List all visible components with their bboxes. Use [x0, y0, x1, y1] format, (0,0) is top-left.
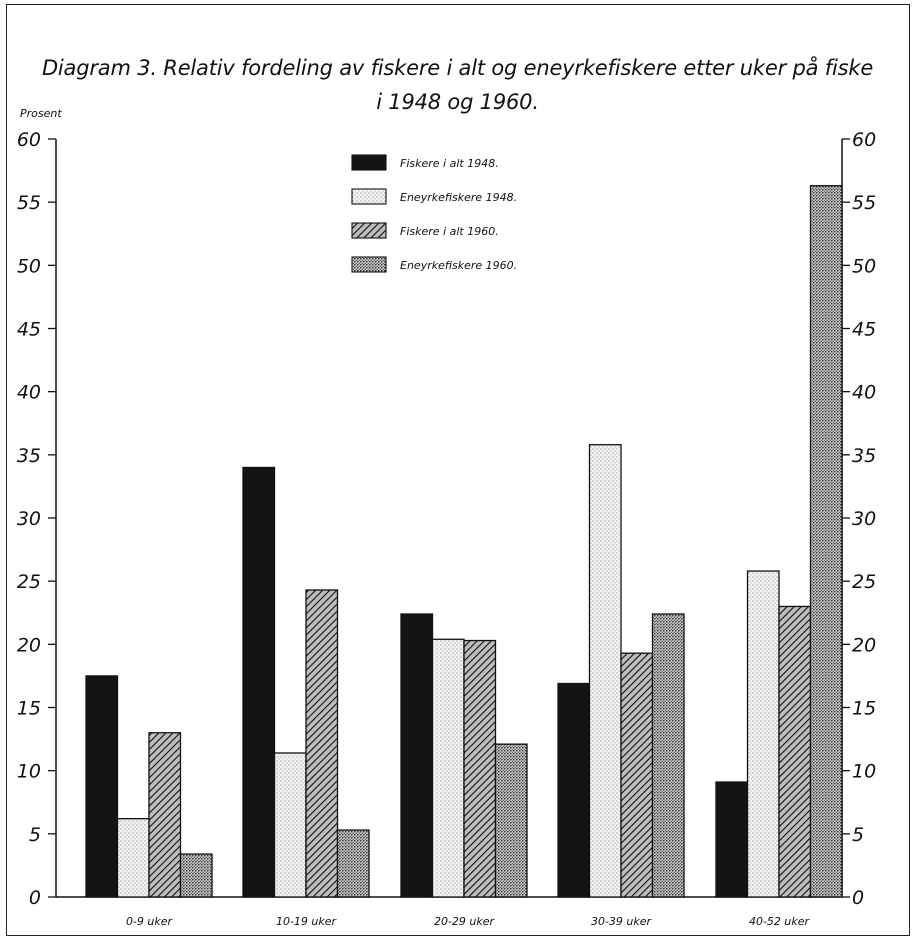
bar-1-3 — [400, 613, 434, 898]
bar-1-2 — [242, 466, 276, 898]
legend-swatch-2 — [351, 188, 387, 205]
y-tick-label-left-30: 30 — [17, 508, 41, 530]
y-tick-label-right-20: 20 — [852, 634, 876, 656]
y-tick-label-left-5: 5 — [29, 824, 41, 846]
bar-3-2 — [305, 589, 339, 898]
y-axis-label: Prosent — [20, 107, 62, 120]
y-tick-label-left-10: 10 — [17, 761, 41, 783]
y-tick-label-right-35: 35 — [852, 445, 876, 467]
category-label-4: 30-39 uker — [591, 915, 653, 928]
y-tick-label-right-55: 55 — [852, 192, 876, 214]
y-tick-label-right-30: 30 — [852, 508, 876, 530]
y-tick-label-left-0: 0 — [29, 887, 41, 909]
category-label-3: 20-29 uker — [434, 915, 496, 928]
y-tick-label-right-0: 0 — [852, 887, 864, 909]
y-tick-label-right-45: 45 — [852, 319, 876, 341]
bar-4-1 — [179, 853, 213, 898]
y-tick-label-left-55: 55 — [17, 192, 41, 214]
legend-swatch-1 — [351, 154, 387, 171]
legend-swatch-3 — [351, 222, 387, 239]
y-tick-label-right-15: 15 — [852, 698, 876, 720]
category-label-2: 10-19 uker — [276, 915, 338, 928]
bar-3-4 — [620, 652, 654, 898]
chart-frame — [6, 4, 910, 936]
y-tick-label-left-35: 35 — [17, 445, 41, 467]
y-tick-label-left-45: 45 — [17, 319, 41, 341]
y-tick-label-left-20: 20 — [17, 634, 41, 656]
bar-3-1 — [148, 732, 182, 898]
bar-2-4 — [588, 444, 622, 898]
y-tick-label-left-25: 25 — [17, 571, 41, 593]
y-tick-label-right-5: 5 — [852, 824, 864, 846]
bar-1-5 — [715, 781, 749, 898]
bar-4-4 — [651, 613, 685, 898]
y-tick-label-right-60: 60 — [852, 129, 876, 151]
category-labels: 0-9 uker 10-19 uker 20-29 uker 30-39 uker 40… — [126, 915, 811, 928]
bar-2-5 — [746, 570, 780, 898]
category-label-1: 0-9 uker — [126, 915, 174, 928]
y-tick-label-right-40: 40 — [852, 382, 876, 404]
bar-1-1 — [85, 675, 119, 898]
bar-4-5 — [809, 185, 843, 898]
y-tick-label-right-50: 50 — [852, 255, 876, 277]
y-tick-label-right-10: 10 — [852, 761, 876, 783]
bar-2-2 — [273, 752, 307, 898]
y-tick-label-left-60: 60 — [17, 129, 41, 151]
legend-label-2: Eneyrkefiskere 1948. — [400, 191, 517, 204]
category-label-5: 40-52 uker — [749, 915, 811, 928]
legend-label-1: Fiskere i alt 1948. — [400, 157, 499, 170]
legend-label-4: Eneyrkefiskere 1960. — [400, 259, 517, 272]
y-tick-label-left-40: 40 — [17, 382, 41, 404]
bar-3-3 — [463, 639, 497, 898]
chart-title-line-2: i 1948 og 1960. — [376, 90, 539, 114]
y-tick-label-left-50: 50 — [17, 255, 41, 277]
bar-4-3 — [494, 743, 528, 898]
y-tick-label-right-25: 25 — [852, 571, 876, 593]
y-tick-label-left-15: 15 — [17, 698, 41, 720]
legend-label-3: Fiskere i alt 1960. — [400, 225, 499, 238]
legend-swatch-4 — [351, 256, 387, 273]
bar-3-5 — [778, 605, 812, 898]
bar-2-3 — [431, 638, 465, 898]
bar-2-1 — [116, 818, 150, 898]
legend: Fiskere i alt 1948. Eneyrkefiskere 1948. F… — [351, 154, 517, 273]
bars — [85, 185, 843, 898]
bar-1-4 — [557, 682, 591, 898]
chart-title-line-1: Diagram 3. Relativ fordeling av fiskere … — [41, 56, 874, 80]
bar-4-2 — [336, 829, 370, 898]
